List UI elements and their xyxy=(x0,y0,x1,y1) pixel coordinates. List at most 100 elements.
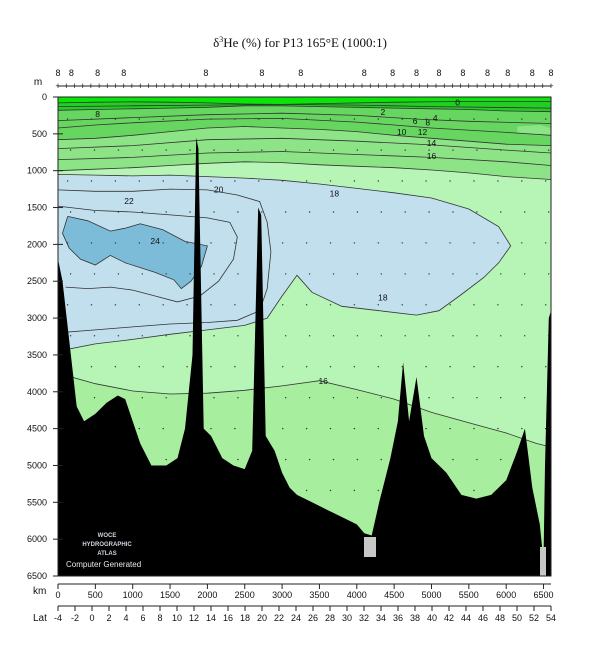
sample-point xyxy=(332,149,335,151)
station-number-label: 8 xyxy=(436,68,441,78)
station-cross-mark: + xyxy=(524,81,529,91)
contour-line-16 xyxy=(58,372,551,448)
station-cross-mark: + xyxy=(474,81,479,91)
station-cross-mark: + xyxy=(368,81,373,91)
sample-point xyxy=(186,304,188,306)
depth-tick-label: 0 xyxy=(42,92,47,102)
depth-tick-label: 1500 xyxy=(27,203,47,213)
sample-point xyxy=(425,118,427,120)
station-cross-mark: + xyxy=(195,81,200,91)
station-cross-mark: + xyxy=(129,81,134,91)
station-cross-mark: + xyxy=(384,81,389,91)
sample-point xyxy=(356,149,359,151)
sample-point xyxy=(285,211,287,213)
sample-point xyxy=(162,366,164,368)
sample-point xyxy=(404,273,406,275)
lat-tick-label: 6 xyxy=(140,613,145,623)
station-cross-mark: + xyxy=(433,81,438,91)
sample-point xyxy=(282,366,284,368)
lat-tick-label: 42 xyxy=(444,613,454,623)
sample-point xyxy=(117,149,120,151)
sample-point xyxy=(165,211,167,213)
woce-watermark: WOCE HYDROGRAPHIC ATLAS xyxy=(82,533,132,557)
fill-above-18 xyxy=(58,174,511,352)
depth-tick-label: 2000 xyxy=(27,239,47,249)
km-tick-label: 5000 xyxy=(421,590,441,600)
contour-line-22 xyxy=(58,205,238,303)
lat-tick-label: 20 xyxy=(257,613,267,623)
sample-point xyxy=(545,366,547,368)
sample-point xyxy=(377,427,379,430)
sample-point xyxy=(162,304,164,306)
sample-point xyxy=(425,242,427,244)
contour-line-4 xyxy=(58,105,551,113)
station-number-label: 8 xyxy=(362,68,367,78)
sample-point xyxy=(380,335,382,337)
sample-point xyxy=(305,427,308,430)
station-cross-mark: + xyxy=(170,81,175,91)
sample-point xyxy=(213,211,215,213)
sample-point xyxy=(210,242,212,244)
sample-point xyxy=(524,211,526,213)
contour-line-8 xyxy=(58,117,551,136)
lat-tick-label: 2 xyxy=(106,613,111,623)
sample-point xyxy=(234,242,236,244)
sample-point xyxy=(282,304,284,306)
sample-point xyxy=(476,211,478,213)
sample-point xyxy=(117,211,120,213)
sample-point xyxy=(380,149,382,151)
lat-tick-label: 26 xyxy=(308,613,318,623)
sample-point xyxy=(332,211,335,213)
sample-point xyxy=(234,180,236,182)
sample-point xyxy=(282,427,284,430)
lat-tick-label: 22 xyxy=(274,613,284,623)
sample-point xyxy=(165,335,167,337)
sample-point xyxy=(90,118,93,120)
contour-label: 20 xyxy=(214,184,224,194)
sample-point xyxy=(237,397,239,399)
sample-point xyxy=(545,242,547,244)
sample-point xyxy=(69,211,72,213)
sample-point xyxy=(282,118,284,120)
sample-point xyxy=(305,304,308,306)
sample-point xyxy=(138,366,140,368)
contour-line-10 xyxy=(58,126,551,146)
sample-point xyxy=(473,118,475,120)
lat-axis-label: Lat xyxy=(33,613,47,624)
sample-point xyxy=(189,149,191,151)
depth-tick-label: 3500 xyxy=(27,350,47,360)
sample-point xyxy=(285,397,287,399)
sample-point xyxy=(473,489,475,492)
sample-point xyxy=(329,427,332,430)
station-cross-mark: + xyxy=(154,81,159,91)
station-cross-mark: + xyxy=(187,81,192,91)
sample-point xyxy=(237,335,239,337)
sample-point xyxy=(162,118,164,120)
lat-tick-label: 12 xyxy=(189,613,199,623)
station-cross-mark: + xyxy=(179,81,184,91)
sample-point xyxy=(473,366,475,368)
contour-line-16-shallow xyxy=(58,161,551,180)
contour-line-6 xyxy=(58,112,551,124)
contour-line-14 xyxy=(58,151,551,166)
sample-point xyxy=(305,366,308,368)
depth-tick-label: 2500 xyxy=(27,276,47,286)
km-tick-label: 2500 xyxy=(235,590,255,600)
sample-point xyxy=(476,273,478,275)
station-cross-mark: + xyxy=(351,81,356,91)
lat-tick-label: 40 xyxy=(427,613,437,623)
station-cross-mark: + xyxy=(515,81,520,91)
sample-point xyxy=(521,427,523,430)
sample-point xyxy=(329,304,332,306)
km-tick-label: 500 xyxy=(88,590,103,600)
contour-label: 18 xyxy=(330,189,340,199)
sample-point xyxy=(69,273,72,275)
contour-label: 12 xyxy=(418,127,428,137)
station-cross-mark: + xyxy=(392,81,397,91)
sample-point xyxy=(497,180,499,182)
lat-tick-label: -4 xyxy=(54,613,62,623)
sample-point xyxy=(186,118,188,120)
sample-point xyxy=(308,273,311,275)
depth-tick-label: 3000 xyxy=(27,313,47,323)
station-cross-mark: + xyxy=(88,81,93,91)
